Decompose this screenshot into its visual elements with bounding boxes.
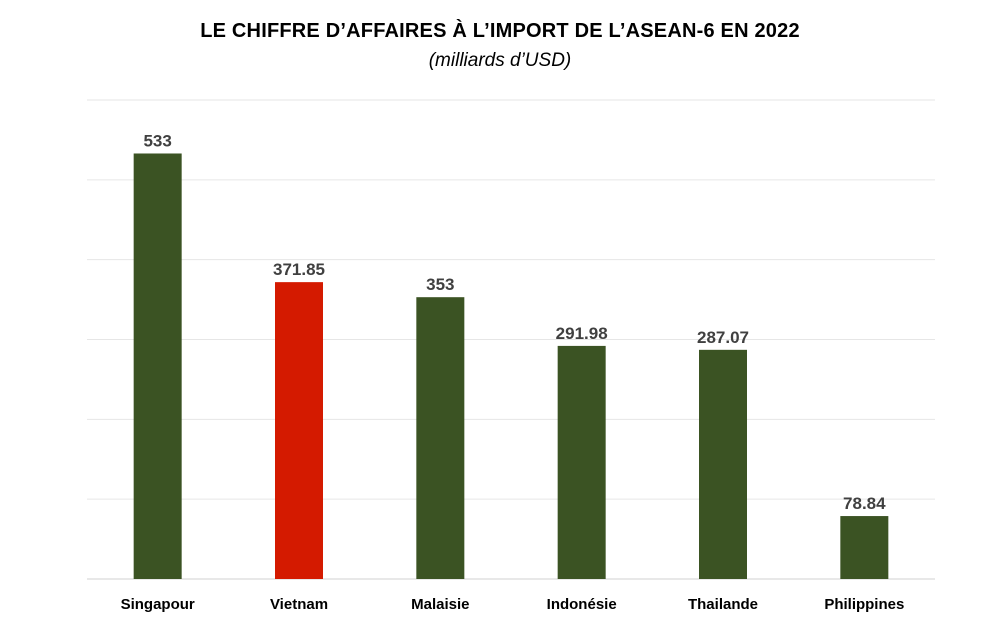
category-label: Malaisie xyxy=(411,596,469,613)
bar-philippines xyxy=(840,516,889,579)
bar-vietnam xyxy=(275,282,323,579)
bar-thailande xyxy=(699,349,747,579)
bar-malaisie xyxy=(416,297,465,579)
chart-subtitle: (milliards d’USD) xyxy=(428,50,572,71)
data-label: 78.84 xyxy=(843,494,886,513)
category-label: Singapour xyxy=(121,596,195,613)
data-label: 291.98 xyxy=(556,324,608,343)
data-label: 353 xyxy=(426,275,454,294)
data-label: 533 xyxy=(143,131,171,150)
category-label: Philippines xyxy=(824,596,904,613)
data-label: 371.85 xyxy=(273,260,325,279)
gridlines xyxy=(87,99,935,580)
data-labels: 533 371.85 353 291.98 287.07 78.84 xyxy=(143,131,886,513)
category-label: Indonésie xyxy=(547,596,617,613)
chart-title: LE CHIFFRE D’AFFAIRES À L’IMPORT DE L’AS… xyxy=(200,20,800,42)
category-label: Vietnam xyxy=(270,596,328,613)
category-labels: Singapour Vietnam Malaisie Indonésie Thailan… xyxy=(121,596,905,613)
bars xyxy=(133,153,889,579)
data-label: 287.07 xyxy=(697,328,749,347)
category-label: Thailande xyxy=(688,596,758,613)
bar-singapour xyxy=(133,153,182,579)
bar-indonesie xyxy=(557,345,606,579)
